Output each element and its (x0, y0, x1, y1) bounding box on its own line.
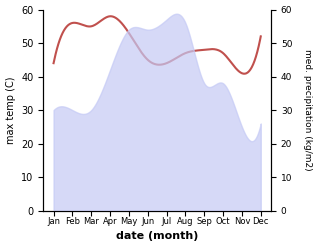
X-axis label: date (month): date (month) (116, 231, 198, 242)
Y-axis label: med. precipitation (kg/m2): med. precipitation (kg/m2) (303, 49, 313, 171)
Y-axis label: max temp (C): max temp (C) (5, 76, 16, 144)
